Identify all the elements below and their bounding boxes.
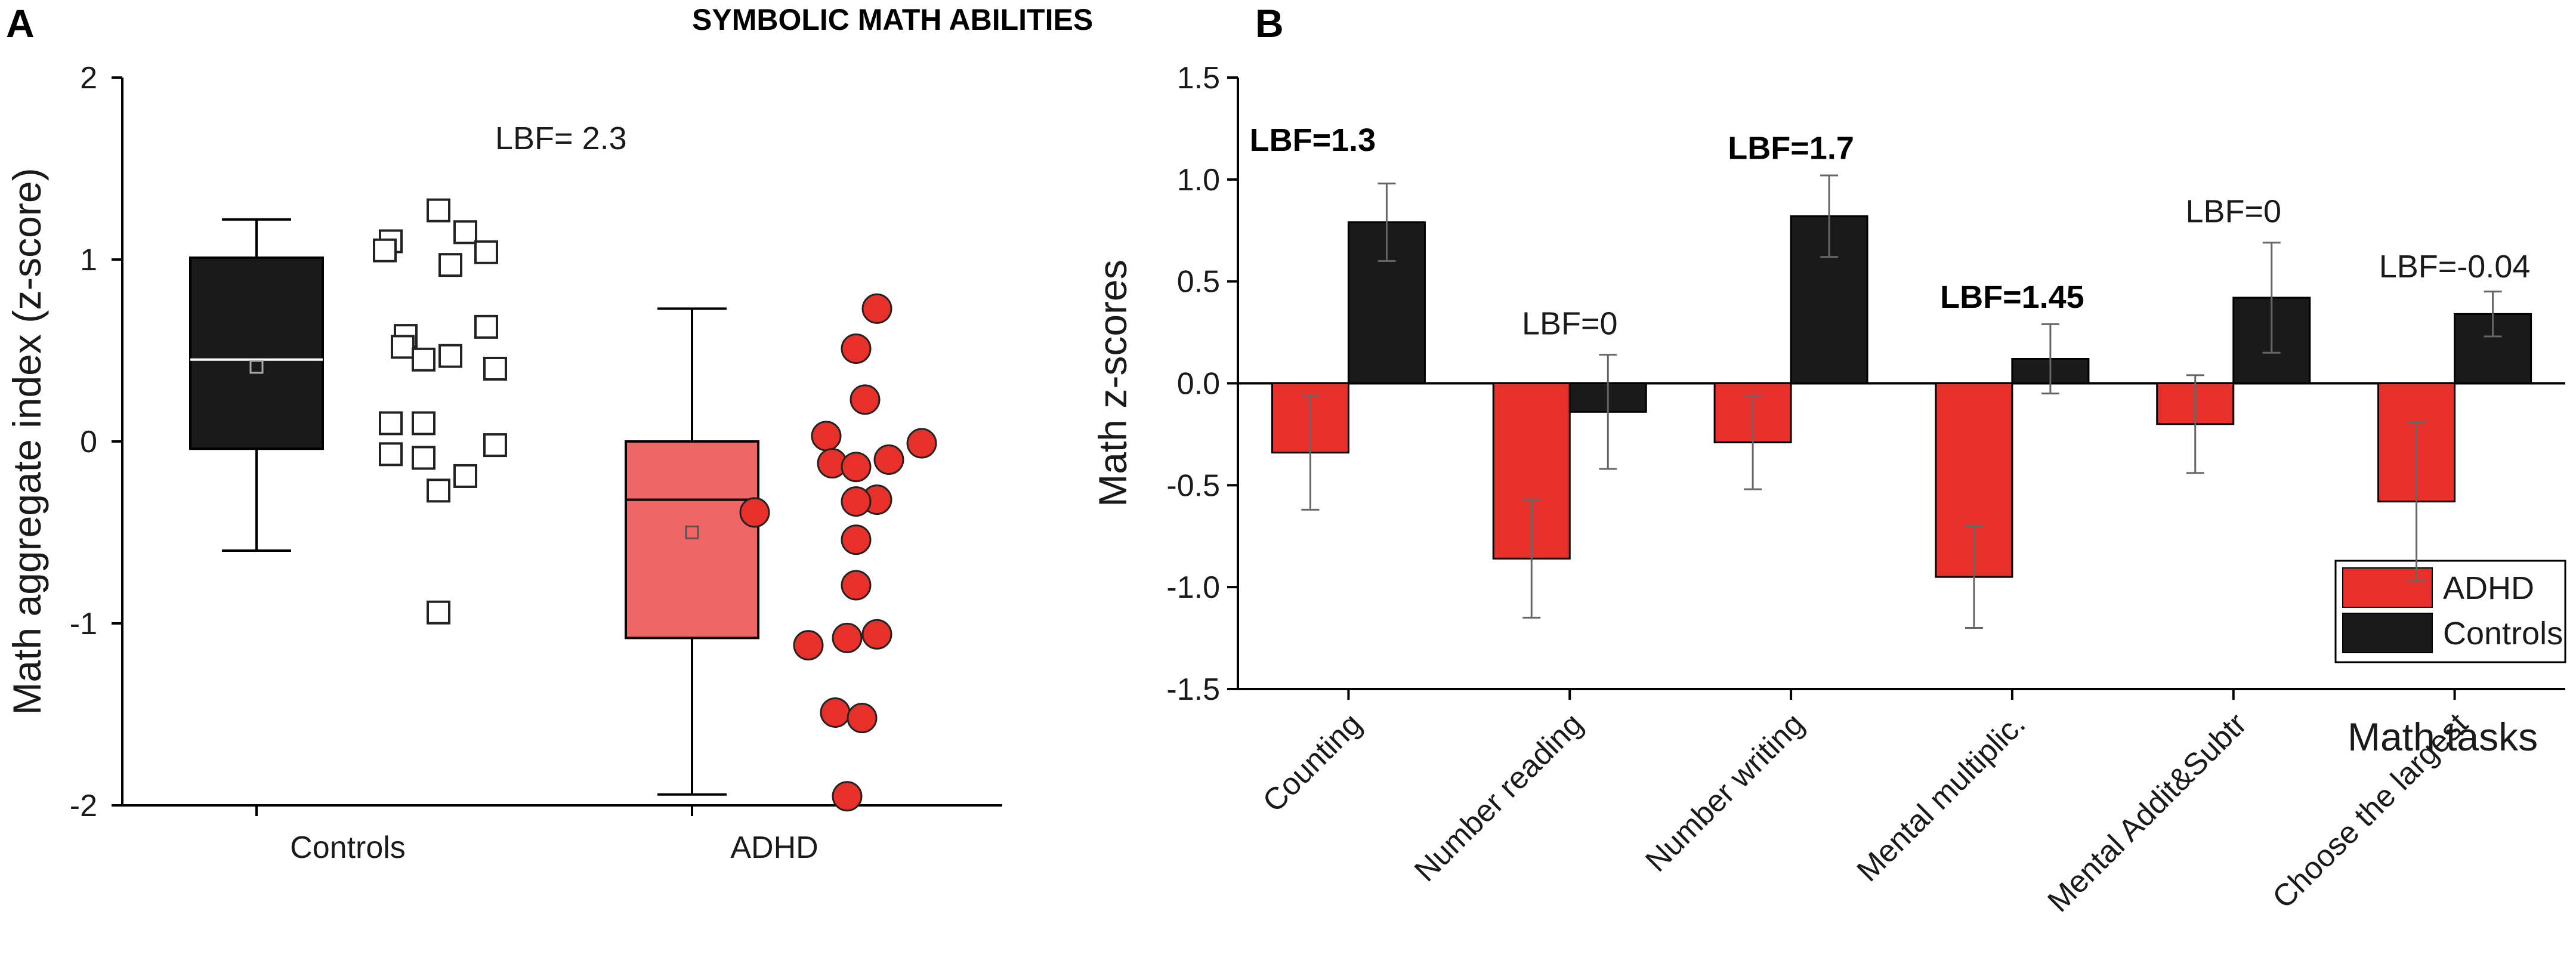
panel-b-lbf-annotation: LBF=1.3 bbox=[1250, 122, 1376, 158]
controls-data-point bbox=[427, 198, 450, 223]
panel-b-x-axis-title: Math tasks bbox=[2348, 715, 2538, 759]
adhd-data-point bbox=[811, 421, 842, 452]
adhd-data-point bbox=[841, 333, 872, 364]
panel-a-x-tick-adhd: ADHD bbox=[730, 830, 818, 865]
adhd-data-point bbox=[906, 428, 937, 459]
controls-data-point bbox=[474, 240, 498, 264]
controls-data-point bbox=[427, 600, 450, 625]
controls-data-point bbox=[391, 335, 415, 359]
panel-b-x-tick-number-reading: Number reading bbox=[1408, 706, 1590, 888]
controls-data-point bbox=[483, 357, 507, 381]
controls-data-point bbox=[412, 446, 435, 470]
legend-swatch-controls bbox=[2342, 613, 2433, 653]
panel-a-boxplot: Math aggregate index (z-score) LBF= 2.3 … bbox=[5, 61, 1002, 865]
adhd-data-point bbox=[841, 524, 872, 555]
panel-b-legend: ADHD Controls bbox=[2334, 560, 2566, 663]
adhd-data-point bbox=[847, 703, 878, 734]
box-adhd-mean-marker bbox=[685, 526, 699, 539]
panel-b-y-tick-label: -1.0 bbox=[1166, 570, 1220, 605]
adhd-data-point bbox=[832, 622, 863, 653]
adhd-data-point bbox=[861, 293, 892, 324]
panel-b-y-tick-label: 0.0 bbox=[1177, 367, 1220, 401]
adhd-data-point bbox=[832, 781, 863, 812]
adhd-data-point bbox=[793, 630, 824, 661]
panel-b-x-tick-mental-multiplic: Mental multiplic. bbox=[1851, 706, 2033, 888]
adhd-data-point bbox=[841, 570, 872, 601]
figure-title: SYMBOLIC MATH ABILITIES bbox=[692, 3, 1093, 36]
panel-b-lbf-annotation: LBF=-0.04 bbox=[2379, 249, 2531, 285]
panel-b-lbf-annotation: LBF=1.7 bbox=[1728, 131, 1854, 166]
adhd-data-point bbox=[841, 486, 872, 517]
controls-data-point bbox=[427, 478, 450, 503]
panel-a-y-tick-label: -2 bbox=[70, 789, 97, 823]
panel-a-lbf-annotation: LBF= 2.3 bbox=[495, 121, 627, 156]
panel-a-y-tick-label: 2 bbox=[80, 61, 97, 95]
controls-data-point bbox=[474, 314, 498, 339]
controls-data-point bbox=[373, 238, 397, 262]
controls-data-point bbox=[453, 220, 477, 245]
legend-label-adhd: ADHD bbox=[2443, 570, 2534, 606]
adhd-data-point bbox=[739, 497, 770, 528]
adhd-data-point bbox=[873, 444, 904, 475]
controls-data-point bbox=[438, 253, 462, 277]
panel-b-x-tick-counting: Counting bbox=[1256, 706, 1369, 818]
controls-data-point bbox=[412, 347, 435, 372]
panel-a-y-tick-label: 0 bbox=[80, 425, 97, 459]
panel-b-y-tick-label: -0.5 bbox=[1166, 468, 1220, 503]
panel-b-y-tick-label: -1.5 bbox=[1166, 672, 1220, 707]
controls-data-point bbox=[379, 442, 403, 467]
controls-data-point bbox=[379, 411, 403, 435]
panel-a-x-tick-controls: Controls bbox=[290, 830, 406, 865]
box-adhd bbox=[625, 440, 759, 640]
adhd-data-point bbox=[841, 452, 872, 483]
box-controls bbox=[189, 256, 324, 450]
panel-a-y-axis-title: Math aggregate index (z-score) bbox=[5, 168, 49, 715]
box-controls-mean-marker bbox=[249, 360, 264, 374]
panel-b-x-tick-mental-addit-subtr: Mental Addit&Subtr bbox=[2041, 706, 2253, 919]
panel-b-lbf-annotation: LBF=1.45 bbox=[1940, 279, 2084, 315]
legend-label-controls: Controls bbox=[2443, 616, 2563, 651]
panel-b-bar-chart: Math z-scores Math tasks ADHD Controls 1… bbox=[1091, 61, 2566, 919]
panel-b-letter: B bbox=[1255, 1, 1284, 45]
panel-a-y-tick-label: 1 bbox=[80, 243, 97, 277]
panel-b-lbf-annotation: LBF=0 bbox=[2185, 194, 2281, 230]
adhd-data-point bbox=[850, 384, 881, 415]
panel-b-y-axis-title: Math z-scores bbox=[1091, 260, 1135, 506]
panel-a-letter: A bbox=[6, 1, 35, 45]
controls-data-point bbox=[483, 433, 507, 458]
bar-controls-counting bbox=[1347, 221, 1426, 384]
legend-swatch-adhd bbox=[2342, 567, 2433, 608]
controls-data-point bbox=[453, 464, 477, 488]
panel-b-y-tick-label: 0.5 bbox=[1177, 265, 1220, 299]
adhd-data-point bbox=[861, 619, 892, 650]
panel-b-x-tick-number-writing: Number writing bbox=[1639, 706, 1811, 878]
adhd-data-point bbox=[820, 697, 851, 728]
panel-b-y-tick-label: 1.5 bbox=[1177, 61, 1220, 95]
panel-a-y-tick-label: -1 bbox=[70, 607, 97, 641]
panel-b-y-tick-label: 1.0 bbox=[1177, 163, 1220, 197]
panel-b-lbf-annotation: LBF=0 bbox=[1522, 306, 1618, 342]
controls-data-point bbox=[438, 344, 462, 368]
controls-data-point bbox=[412, 411, 435, 435]
